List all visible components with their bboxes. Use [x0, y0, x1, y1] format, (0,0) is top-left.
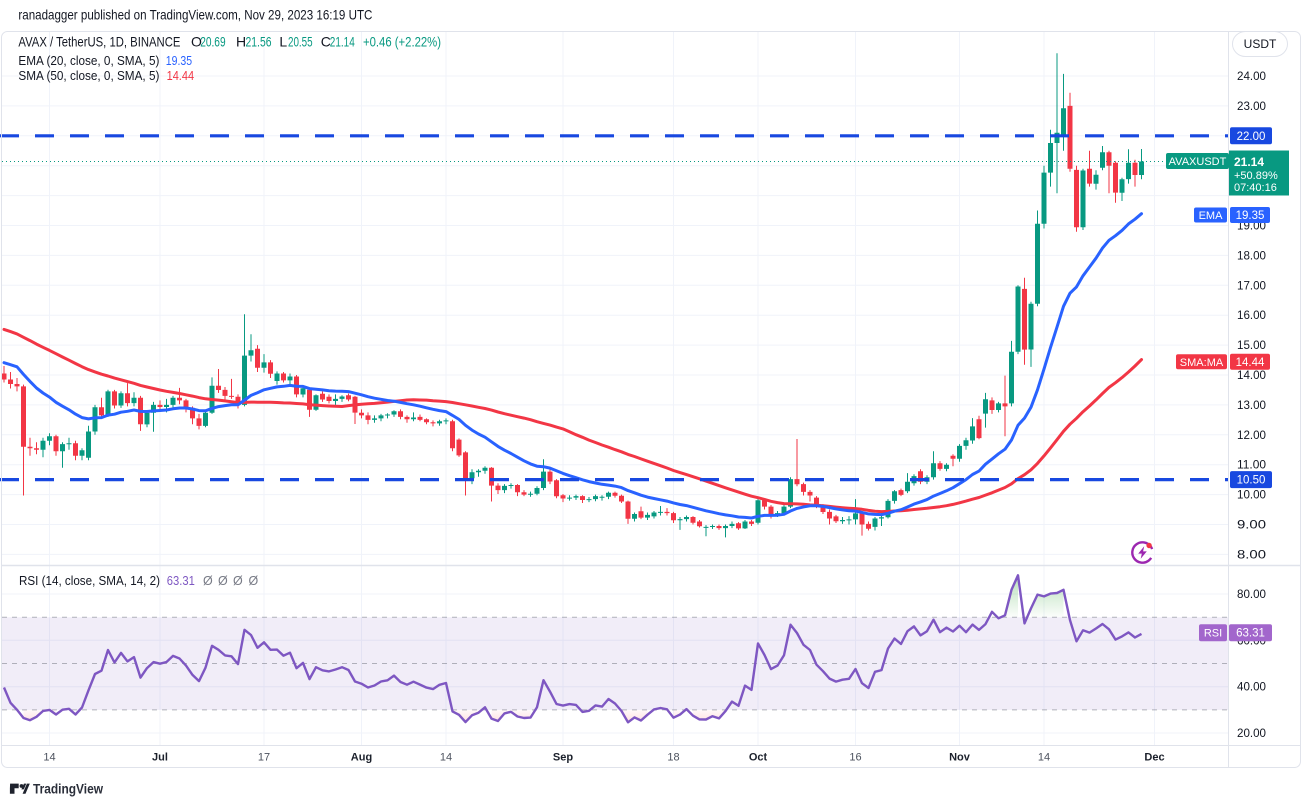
svg-text:SMA:MA: SMA:MA: [1180, 357, 1224, 369]
svg-text:14: 14: [43, 752, 55, 764]
svg-text:L: L: [279, 34, 287, 50]
svg-text:14.00: 14.00: [1237, 368, 1266, 382]
svg-text:19.35: 19.35: [166, 53, 192, 68]
svg-text:20.69: 20.69: [200, 34, 226, 50]
svg-text:Ø: Ø: [203, 574, 213, 588]
svg-text:Jul: Jul: [152, 752, 168, 764]
svg-text:15.00: 15.00: [1237, 338, 1266, 352]
svg-text:EMA (20, close, 0, SMA, 5): EMA (20, close, 0, SMA, 5): [18, 53, 159, 68]
svg-text:ranadagger published on Tradin: ranadagger published on TradingView.com,…: [18, 7, 372, 23]
svg-text:H: H: [236, 34, 246, 50]
svg-text:63.31: 63.31: [167, 573, 195, 588]
svg-text:24.00: 24.00: [1237, 69, 1266, 83]
svg-text:17.00: 17.00: [1237, 278, 1266, 292]
svg-text:16: 16: [849, 752, 861, 764]
svg-text:14.44: 14.44: [167, 68, 195, 83]
svg-text:18: 18: [667, 752, 679, 764]
svg-text:21.14: 21.14: [1234, 155, 1264, 169]
svg-text:9.00: 9.00: [1237, 518, 1266, 532]
svg-text:RSI (14, close, SMA, 14, 2): RSI (14, close, SMA, 14, 2): [19, 573, 160, 588]
svg-text:AVAX / TetherUS, 1D, BINANCE: AVAX / TetherUS, 1D, BINANCE: [18, 34, 180, 50]
svg-text:SMA (50, close, 0, SMA, 5): SMA (50, close, 0, SMA, 5): [18, 68, 159, 83]
svg-text:TradingView: TradingView: [33, 781, 103, 797]
svg-text:07:40:16: 07:40:16: [1234, 182, 1277, 194]
svg-text:+50.89%: +50.89%: [1234, 170, 1278, 182]
svg-text:40.00: 40.00: [1237, 680, 1266, 694]
svg-text:16.00: 16.00: [1237, 308, 1266, 322]
svg-text:8.00: 8.00: [1237, 547, 1266, 561]
svg-text:Oct: Oct: [749, 752, 768, 764]
svg-text:20.00: 20.00: [1237, 726, 1266, 740]
svg-text:11.00: 11.00: [1237, 458, 1266, 472]
svg-text:21.14: 21.14: [330, 34, 355, 50]
svg-text:21.56: 21.56: [246, 34, 272, 50]
svg-text:20.55: 20.55: [288, 34, 313, 50]
svg-text:13.00: 13.00: [1237, 398, 1266, 412]
svg-text:18.00: 18.00: [1237, 248, 1266, 262]
svg-text:Ø: Ø: [233, 574, 243, 588]
svg-text:O: O: [191, 34, 202, 50]
svg-text:80.00: 80.00: [1237, 587, 1266, 601]
svg-text:10.50: 10.50: [1237, 475, 1266, 487]
svg-text:Ø: Ø: [249, 574, 259, 588]
svg-text:USDT: USDT: [1244, 37, 1277, 51]
svg-text:14.44: 14.44: [1236, 357, 1265, 369]
svg-text:22.00: 22.00: [1237, 131, 1266, 143]
svg-text:RSI: RSI: [1204, 628, 1222, 640]
svg-text:19.35: 19.35: [1236, 210, 1265, 222]
svg-text:Dec: Dec: [1144, 752, 1164, 764]
svg-text:12.00: 12.00: [1237, 428, 1266, 442]
svg-text:Aug: Aug: [351, 752, 372, 764]
svg-text:AVAXUSDT: AVAXUSDT: [1169, 156, 1227, 168]
svg-text:10.00: 10.00: [1237, 488, 1266, 502]
svg-text:17: 17: [258, 752, 270, 764]
svg-text:63.31: 63.31: [1236, 628, 1265, 640]
svg-text:14: 14: [440, 752, 452, 764]
svg-text:Nov: Nov: [949, 752, 971, 764]
svg-text:C: C: [321, 34, 331, 50]
svg-text:Sep: Sep: [553, 752, 573, 764]
svg-text:23.00: 23.00: [1237, 99, 1266, 113]
svg-text:Ø: Ø: [218, 574, 228, 588]
svg-text:EMA: EMA: [1199, 210, 1224, 222]
svg-text:14: 14: [1038, 752, 1050, 764]
svg-text:+0.46 (+2.22%): +0.46 (+2.22%): [363, 34, 441, 50]
